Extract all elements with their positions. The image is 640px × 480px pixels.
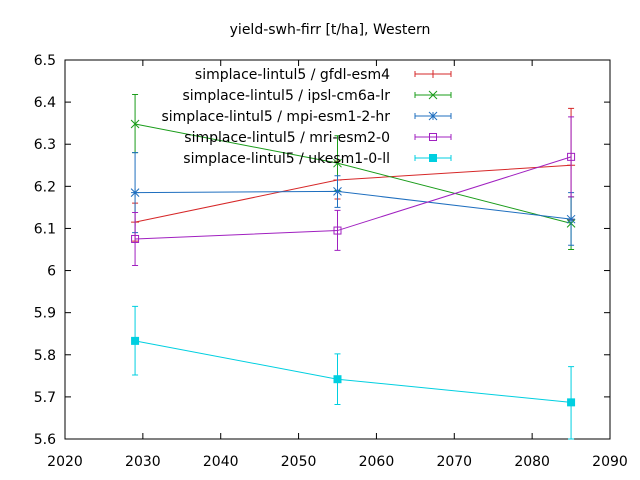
series bbox=[131, 116, 576, 267]
data-point bbox=[333, 187, 342, 196]
y-tick-label: 6 bbox=[47, 264, 56, 280]
data-point bbox=[566, 214, 576, 224]
legend: simplace-lintul5 / gfdl-esm4 simplace-lin… bbox=[161, 67, 452, 167]
data-point bbox=[429, 70, 437, 78]
legend-errbar-cap bbox=[414, 71, 452, 77]
x-tick-label: 2020 bbox=[47, 454, 83, 470]
legend-label: simplace-lintul5 / ukesm1-0-ll bbox=[183, 151, 390, 167]
data-point bbox=[567, 152, 576, 161]
legend-label: simplace-lintul5 / mpi-esm1-2-hr bbox=[161, 109, 390, 125]
chart-title: yield-swh-firr [t/ha], Western bbox=[230, 22, 431, 38]
series bbox=[131, 305, 576, 440]
data-point bbox=[131, 234, 140, 243]
y-tick-label: 6.3 bbox=[34, 137, 56, 153]
data-point bbox=[333, 158, 342, 168]
plot-frame bbox=[64, 59, 611, 440]
data-point bbox=[333, 375, 342, 384]
series bbox=[130, 152, 576, 246]
series-line bbox=[134, 340, 572, 403]
x-tick-label: 2060 bbox=[359, 454, 395, 470]
data-point bbox=[429, 154, 437, 162]
y-tick-label: 5.6 bbox=[34, 432, 56, 448]
data-point bbox=[567, 398, 576, 407]
legend-label: simplace-lintul5 / ipsl-cm6a-lr bbox=[183, 88, 391, 104]
data-point bbox=[428, 111, 438, 121]
error-bar bbox=[334, 209, 341, 251]
data-point bbox=[333, 226, 342, 235]
series-line bbox=[135, 190, 572, 220]
y-tick-label: 5.9 bbox=[34, 306, 56, 322]
y-tick-label: 6.5 bbox=[34, 53, 56, 69]
data-point bbox=[429, 133, 437, 141]
legend-label: simplace-lintul5 / gfdl-esm4 bbox=[195, 67, 390, 83]
data-point bbox=[428, 90, 438, 100]
error-bar bbox=[568, 116, 575, 198]
x-tick-label: 2030 bbox=[125, 454, 161, 470]
legend-label: simplace-lintul5 / mri-esm2-0 bbox=[184, 130, 390, 146]
error-bar bbox=[132, 211, 139, 267]
y-tick-label: 6.1 bbox=[34, 221, 56, 237]
x-tick-label: 2070 bbox=[436, 454, 472, 470]
data-point bbox=[131, 336, 140, 345]
series-layer bbox=[130, 94, 576, 440]
legend-errbar-cap bbox=[414, 134, 452, 140]
x-tick-label: 2050 bbox=[281, 454, 317, 470]
x-tick-label: 2090 bbox=[592, 454, 628, 470]
y-tick-label: 6.2 bbox=[34, 179, 56, 195]
x-tick-label: 2080 bbox=[514, 454, 550, 470]
legend-errbar-cap bbox=[414, 113, 452, 119]
axes: 2020 2030 2040 2050 2060 2070 2080 2090 5.6 5.7 5.… bbox=[34, 53, 628, 470]
y-tick-label: 6.4 bbox=[34, 95, 56, 111]
y-tick-label: 5.8 bbox=[34, 348, 56, 364]
x-tick-label: 2040 bbox=[203, 454, 239, 470]
legend-errbar-cap bbox=[414, 92, 452, 98]
data-point bbox=[130, 119, 140, 129]
y-tick-label: 5.7 bbox=[34, 390, 56, 406]
series bbox=[131, 107, 576, 242]
data-point bbox=[130, 188, 140, 198]
legend-errbar-cap bbox=[414, 155, 452, 161]
